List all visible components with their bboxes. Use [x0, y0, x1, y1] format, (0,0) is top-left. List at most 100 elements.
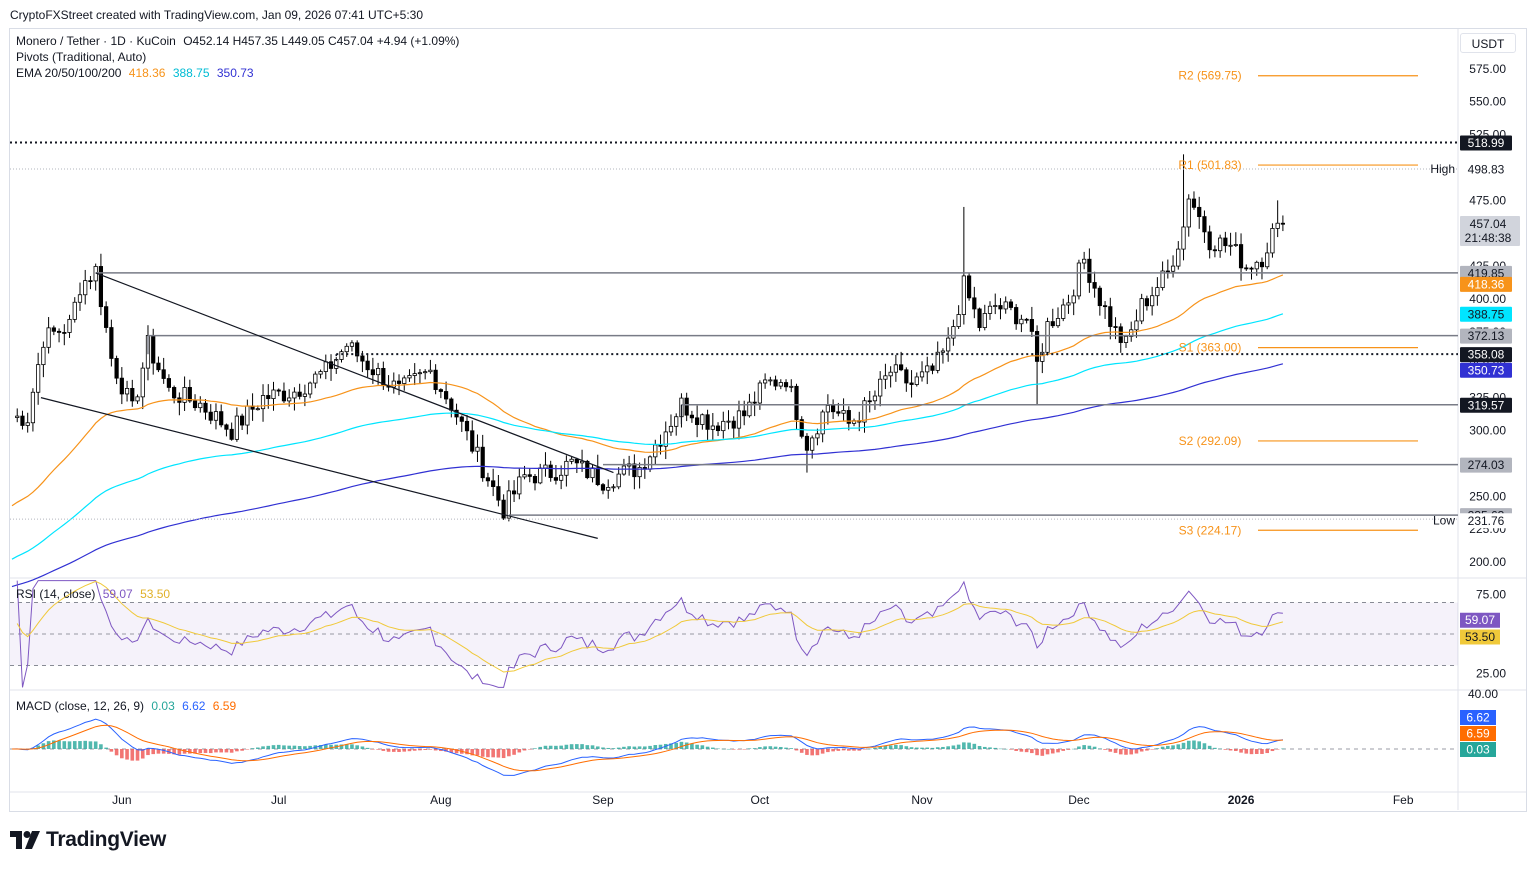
candle-body	[1014, 307, 1019, 325]
candle-body	[606, 487, 611, 491]
macd-hist-bar	[1019, 749, 1024, 752]
macd-hist-bar	[36, 745, 40, 749]
last-price-value: 457.04	[1470, 217, 1507, 231]
candle-body	[30, 391, 36, 424]
macd-hist-bar	[1056, 749, 1060, 753]
macd-hist-bar	[208, 749, 213, 754]
candle-body	[538, 467, 543, 484]
macd-hist-bar	[1207, 745, 1212, 749]
macd-hist-bar	[1077, 746, 1081, 749]
macd-hist-bar	[752, 748, 757, 749]
macd-hist-bar	[449, 749, 454, 753]
ema100-tag	[1460, 306, 1512, 322]
candle-body	[506, 490, 511, 519]
macd-hist-bar	[512, 749, 516, 755]
macd-hist-bar	[559, 745, 563, 749]
macd-histogram	[20, 740, 1285, 761]
trendline-lower	[40, 397, 598, 539]
candle-body	[914, 376, 919, 385]
time-tick-2: Aug	[430, 793, 451, 807]
macd-hist-bar	[799, 749, 804, 753]
candle-body	[323, 361, 328, 372]
macd-hist-bar	[470, 749, 475, 756]
macd-hist-bar	[292, 745, 297, 749]
ema100-line	[11, 313, 1284, 560]
candle-body	[140, 367, 145, 398]
macd-hist-bar	[276, 744, 281, 749]
candle-body	[98, 266, 104, 308]
candle-body	[88, 280, 93, 283]
level-tag-text-4: 319.57	[1468, 398, 1505, 412]
pivot-label-S1: S1 (363.00)	[1179, 341, 1242, 355]
chart-frame[interactable]	[9, 28, 1527, 812]
macd-hist-bar	[888, 745, 893, 749]
macd-value-tag-text: 6.62	[1466, 711, 1490, 725]
candle-body	[1233, 244, 1238, 246]
macd-hist-bar	[250, 748, 255, 749]
macd-hist-bar	[831, 749, 835, 752]
macd-hist-bar	[1260, 749, 1264, 754]
macd-hist-bar	[946, 746, 950, 749]
candle-body	[1008, 301, 1014, 308]
candle-body	[574, 458, 579, 464]
candle-body	[166, 378, 171, 388]
candle-body	[1139, 298, 1144, 322]
tradingview-logo-icon	[10, 831, 40, 849]
candle-body	[1181, 226, 1186, 250]
macd-hist-bar	[1197, 741, 1202, 749]
candle-body	[402, 377, 407, 384]
candle-body	[360, 355, 365, 362]
macd-hist-bar	[224, 749, 229, 753]
candle-body	[308, 382, 313, 395]
candle-body	[72, 301, 77, 320]
macd-hist-bar	[376, 749, 380, 750]
macd-hist-bar	[867, 748, 872, 750]
macd-tick-0: 40.00	[1468, 687, 1498, 701]
macd-value: 6.62	[182, 699, 206, 713]
pivot-label-R1: R1 (501.83)	[1178, 158, 1241, 172]
candle-body	[15, 415, 20, 418]
candle-body	[888, 371, 893, 377]
tradingview-logo: TradingView	[10, 828, 166, 852]
macd-hist-bar	[1249, 749, 1254, 755]
macd-hist-bar	[391, 749, 396, 752]
candle-body	[789, 385, 794, 388]
macd-hist-bar	[240, 749, 244, 751]
macd-hist-bar	[1061, 749, 1066, 751]
candle-body	[1040, 351, 1045, 362]
candle-body	[480, 446, 485, 479]
candle-body	[632, 463, 637, 478]
candle-body	[25, 422, 30, 426]
macd-hist-bar	[1014, 749, 1018, 751]
macd-hist-bar	[318, 745, 323, 749]
candle-body	[1223, 237, 1228, 247]
macd-hist-bar	[480, 749, 485, 757]
candle-body	[867, 400, 872, 403]
candle-body	[433, 369, 438, 390]
macd-hist-bar	[62, 741, 67, 749]
candle-body	[370, 369, 375, 376]
candle-body	[663, 431, 668, 447]
low-value-tag	[1460, 513, 1512, 529]
macd-hist-bar	[611, 748, 616, 749]
candle-body	[1254, 261, 1259, 270]
candle-body	[391, 380, 396, 388]
candle-body	[213, 411, 219, 421]
macd-hist-bar	[1040, 749, 1045, 756]
macd-hist-bar	[951, 745, 956, 749]
price-tick-11: 300.00	[1469, 424, 1506, 438]
currency-selector[interactable]: USDT	[1460, 33, 1516, 53]
candle-body	[1144, 298, 1150, 307]
candle-body	[229, 428, 234, 440]
candle-body	[841, 410, 846, 414]
candle-body	[119, 377, 124, 395]
macd-hist-bar	[1108, 749, 1113, 752]
macd-hist-value: 0.03	[151, 699, 175, 713]
macd-hist-bar	[763, 746, 767, 749]
ema200-tag	[1460, 362, 1512, 378]
candle-body	[684, 397, 689, 416]
candle-body	[1212, 249, 1217, 252]
level-tag-text-0: 518.99	[1468, 136, 1505, 150]
candle-body	[1123, 336, 1129, 343]
